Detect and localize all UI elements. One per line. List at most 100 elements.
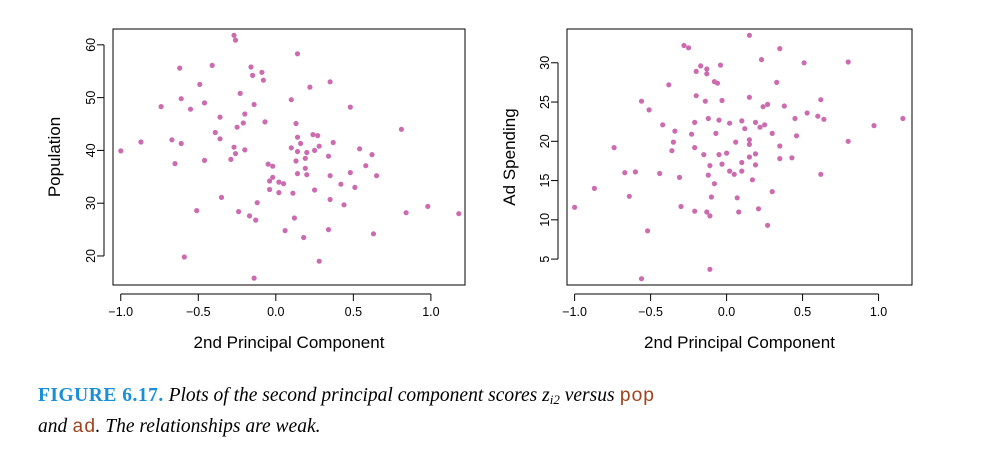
data-point [262,119,268,125]
data-point [288,145,294,151]
data-point [234,124,240,130]
data-point [777,143,783,149]
data-point [251,275,257,281]
data-point [217,136,223,142]
data-point [626,193,632,199]
data-point [194,208,200,214]
data-point [731,171,737,177]
caption-code-ad: ad [72,416,96,438]
data-point [818,171,824,177]
data-point [678,203,684,210]
data-point [316,258,322,264]
data-point [327,196,333,203]
data-point [693,93,699,99]
y-axis-title: Ad Spending [500,108,519,205]
data-point [253,217,259,223]
data-point [310,132,316,138]
data-point [246,213,253,219]
data-point [724,150,730,156]
data-point [217,114,223,120]
data-point [739,168,745,174]
data-point [746,32,753,38]
data-point [705,115,711,122]
data-point [758,57,765,63]
data-point [692,145,698,151]
data-point [815,113,821,119]
data-point [251,101,257,108]
data-point [276,179,282,185]
data-point [232,37,239,43]
data-point [363,163,369,169]
data-point [325,153,332,159]
y-tick-label: 15 [538,174,552,188]
y-tick-label: 30 [538,56,552,70]
data-point [900,115,906,122]
data-point [370,231,377,237]
data-point [711,181,718,187]
data-point [218,194,225,200]
data-point [301,234,307,241]
caption-text-3: and [38,416,73,437]
data-point [248,64,254,70]
data-point [398,126,404,132]
data-point [212,129,218,136]
data-point [693,68,699,74]
data-point [746,137,753,143]
data-point [307,84,313,90]
data-point [760,104,766,110]
data-point [638,276,645,282]
data-point [298,140,304,147]
data-point [282,228,288,234]
data-point [704,209,710,215]
data-point [734,195,740,201]
data-point [769,189,775,195]
data-point [201,157,208,163]
data-point [672,128,678,134]
data-point [789,155,795,161]
data-point [312,187,318,193]
data-point [792,115,798,122]
caption-text-4: . The relationships are weak. [95,416,321,437]
data-point [315,133,321,139]
data-point [666,82,672,88]
figure-caption: FIGURE 6.17. Plots of the second princip… [38,382,968,441]
data-point [294,171,301,177]
caption-var: z [542,385,550,406]
data-point [209,62,215,68]
data-point [231,144,237,150]
y-tick-label: 40 [84,143,98,157]
data-point [755,206,762,212]
data-point [250,72,256,78]
x-tick-label: 1.0 [870,305,887,319]
data-point [276,190,282,196]
data-point [138,139,144,145]
data-point [727,120,733,126]
data-point [197,81,203,87]
data-point [294,134,301,140]
data-point [765,101,771,107]
x-tick-label: 0.0 [267,305,284,319]
data-point [739,118,745,124]
data-point [591,185,598,191]
data-point [325,227,332,233]
data-point [752,151,759,157]
data-point [746,94,753,100]
data-point [727,168,733,174]
data-point [327,79,333,85]
data-point [242,111,248,117]
data-point [689,131,695,137]
data-point [347,104,353,110]
data-point [293,120,299,127]
data-point [178,96,184,102]
caption-variable: zi2 [542,385,560,407]
data-point [267,178,273,184]
data-point [293,158,299,164]
caption-label: FIGURE 6.17. [38,385,164,406]
data-point [178,140,184,147]
data-point [716,152,722,158]
data-point [707,163,713,169]
data-point [676,174,683,180]
data-point [341,202,347,208]
y-tick-label: 60 [84,38,98,52]
x-tick-label: 0.5 [794,305,811,319]
